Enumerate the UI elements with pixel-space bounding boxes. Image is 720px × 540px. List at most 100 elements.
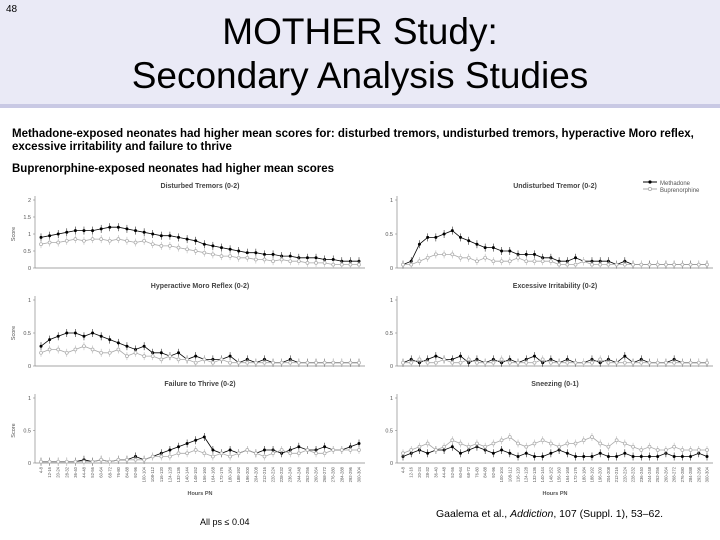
data-point-buprenorphine xyxy=(142,238,146,243)
data-point-buprenorphine xyxy=(211,454,215,459)
data-point-buprenorphine xyxy=(631,444,635,449)
data-point-buprenorphine xyxy=(202,451,207,456)
data-point-buprenorphine xyxy=(631,262,635,267)
data-point-buprenorphine xyxy=(540,357,545,362)
data-point-methadone xyxy=(177,351,181,355)
series-line-methadone xyxy=(402,230,707,266)
data-point-buprenorphine xyxy=(557,262,561,267)
data-point-methadone xyxy=(500,249,504,253)
data-point-buprenorphine xyxy=(516,441,520,446)
x-tick-label: 4-8 xyxy=(39,466,44,473)
data-point-buprenorphine xyxy=(236,255,241,260)
x-tick-label: 220-224 xyxy=(271,466,276,482)
data-point-methadone xyxy=(500,448,504,452)
y-tick-label: 0.5 xyxy=(23,331,31,337)
x-tick-label: 292-296 xyxy=(696,466,701,482)
x-tick-label: 292-296 xyxy=(348,466,353,482)
y-tick-label: 1.5 xyxy=(23,215,31,221)
x-tick-label: 44-48 xyxy=(81,466,86,477)
data-point-methadone xyxy=(73,229,77,233)
x-tick-label: 132-136 xyxy=(176,466,181,482)
data-point-buprenorphine xyxy=(228,454,232,459)
x-tick-label: 300-304 xyxy=(357,466,362,482)
data-point-buprenorphine xyxy=(56,240,61,245)
data-point-methadone xyxy=(426,451,430,455)
x-tick-label: 68-72 xyxy=(107,466,112,477)
data-point-methadone xyxy=(185,237,189,241)
data-point-buprenorphine xyxy=(73,347,78,352)
data-point-buprenorphine xyxy=(622,262,627,267)
data-point-methadone xyxy=(549,451,553,455)
data-point-buprenorphine xyxy=(288,360,293,365)
data-point-buprenorphine xyxy=(507,435,512,439)
data-point-buprenorphine xyxy=(581,438,586,443)
x-tick-label: 12-16 xyxy=(409,466,414,477)
data-point-methadone xyxy=(639,455,643,458)
data-point-buprenorphine xyxy=(491,360,496,365)
data-point-methadone xyxy=(475,242,479,246)
data-point-methadone xyxy=(48,234,52,238)
data-point-buprenorphine xyxy=(614,438,619,443)
y-tick-label: 1 xyxy=(28,232,31,238)
data-point-buprenorphine xyxy=(348,360,353,365)
data-point-buprenorphine xyxy=(39,350,43,355)
data-point-buprenorphine xyxy=(159,244,164,248)
data-point-methadone xyxy=(417,242,421,246)
x-tick-label: 252-256 xyxy=(305,466,310,482)
data-point-methadone xyxy=(228,247,232,251)
data-point-methadone xyxy=(508,451,512,455)
data-point-methadone xyxy=(590,455,594,458)
data-point-buprenorphine xyxy=(219,451,224,456)
data-point-buprenorphine xyxy=(288,451,293,456)
data-point-buprenorphine xyxy=(688,262,693,267)
x-tick-label: 20-24 xyxy=(56,466,61,477)
data-point-buprenorphine xyxy=(228,254,232,258)
x-tick-label: 212-216 xyxy=(614,466,619,482)
data-point-buprenorphine xyxy=(672,360,676,365)
data-point-buprenorphine xyxy=(64,350,69,355)
data-point-buprenorphine xyxy=(47,459,52,464)
data-point-buprenorphine xyxy=(254,360,258,365)
data-point-buprenorphine xyxy=(357,262,361,267)
series-line-buprenorphine xyxy=(41,449,359,463)
data-point-buprenorphine xyxy=(639,360,644,365)
data-point-methadone xyxy=(582,455,586,458)
x-tick-label: 148-152 xyxy=(548,466,553,482)
citation: Gaalema et al., Addiction, 107 (Suppl. 1… xyxy=(436,508,663,520)
data-point-methadone xyxy=(177,235,181,239)
x-axis-label: Hours PN xyxy=(187,491,212,497)
data-point-buprenorphine xyxy=(483,255,488,260)
data-point-buprenorphine xyxy=(458,255,463,260)
chart-title: Disturbed Tremors (0-2) xyxy=(161,183,240,190)
x-tick-label: 236-240 xyxy=(639,466,644,482)
data-point-buprenorphine xyxy=(99,457,104,462)
data-point-methadone xyxy=(532,252,536,256)
x-tick-label: 180-184 xyxy=(228,466,233,482)
data-point-buprenorphine xyxy=(401,360,405,365)
bullet-buprenorphine: Buprenorphine-exposed neonates had highe… xyxy=(12,163,335,175)
data-point-methadone xyxy=(56,232,60,236)
data-point-methadone xyxy=(202,242,206,246)
data-point-methadone xyxy=(271,252,275,256)
data-point-methadone xyxy=(305,256,309,260)
x-axis-label: Hours PN xyxy=(542,491,567,497)
data-point-buprenorphine xyxy=(696,448,701,452)
legend-label-buprenorphine: Buprenorphine xyxy=(660,188,700,194)
y-tick-label: 1 xyxy=(390,198,393,204)
chart-title: Excessive Irritability (0-2) xyxy=(513,283,597,290)
data-point-buprenorphine xyxy=(296,451,301,456)
data-point-methadone xyxy=(228,354,232,358)
data-point-buprenorphine xyxy=(339,262,344,267)
data-point-buprenorphine xyxy=(47,347,52,352)
data-point-methadone xyxy=(134,229,138,233)
data-point-buprenorphine xyxy=(271,259,275,264)
data-point-buprenorphine xyxy=(647,262,652,267)
x-tick-label: 244-248 xyxy=(296,466,301,482)
data-point-buprenorphine xyxy=(133,350,138,355)
y-axis-label: Score xyxy=(11,326,17,340)
data-point-buprenorphine xyxy=(606,444,611,449)
y-axis-label: Score xyxy=(11,423,17,437)
header-divider xyxy=(0,104,720,108)
data-point-methadone xyxy=(39,344,43,348)
data-point-methadone xyxy=(434,354,438,358)
